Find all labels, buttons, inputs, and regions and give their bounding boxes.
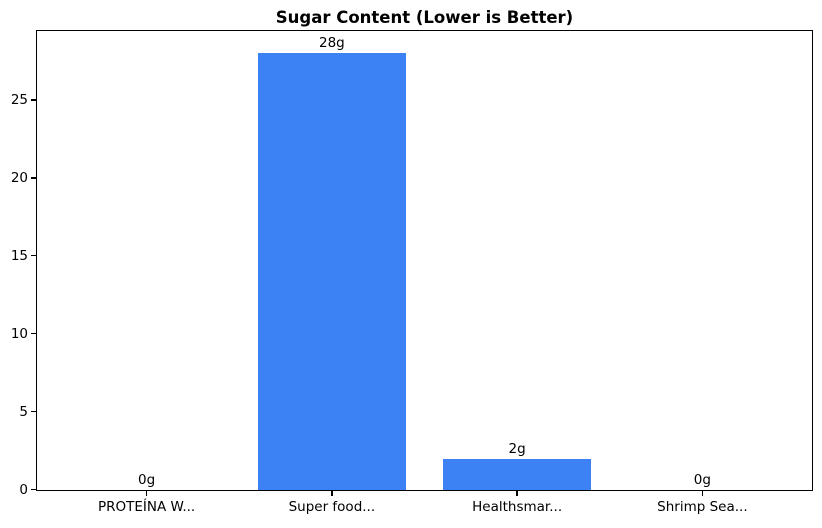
y-axis-tick-label: 10 xyxy=(10,325,28,342)
x-axis-tick-mark xyxy=(145,491,148,496)
x-axis-tick-mark xyxy=(701,491,704,496)
y-axis-tick-mark xyxy=(31,489,36,491)
plot-area xyxy=(36,30,813,491)
bar-value-label: 0g xyxy=(693,471,711,488)
y-axis-tick-label: 0 xyxy=(19,481,28,498)
bar xyxy=(257,53,406,490)
y-axis-tick-mark xyxy=(31,255,36,257)
x-axis-tick-mark xyxy=(516,491,518,496)
bar xyxy=(443,458,592,490)
bar-value-label: 28g xyxy=(318,35,345,52)
y-axis-tick-mark xyxy=(31,333,36,335)
y-axis-tick-label: 15 xyxy=(10,247,28,264)
x-axis-tick-mark xyxy=(331,491,333,496)
bar-value-label: 2g xyxy=(508,440,526,457)
y-axis-tick-mark xyxy=(31,99,36,101)
chart-title: Sugar Content (Lower is Better) xyxy=(275,8,574,27)
x-axis-tick-label: PROTEÍNA W... xyxy=(97,499,196,515)
y-axis-tick-mark xyxy=(31,177,36,179)
x-axis-tick-label: Healthsmar... xyxy=(472,499,563,515)
x-axis-tick-label: Super food... xyxy=(288,499,376,515)
x-axis-tick-label: Shrimp Sea... xyxy=(657,499,748,515)
y-axis-tick-label: 20 xyxy=(10,169,28,186)
y-axis-tick-mark xyxy=(31,411,36,413)
bar-value-label: 0g xyxy=(138,471,156,488)
y-axis-tick-label: 25 xyxy=(10,91,28,108)
y-axis-tick-label: 5 xyxy=(19,403,28,420)
